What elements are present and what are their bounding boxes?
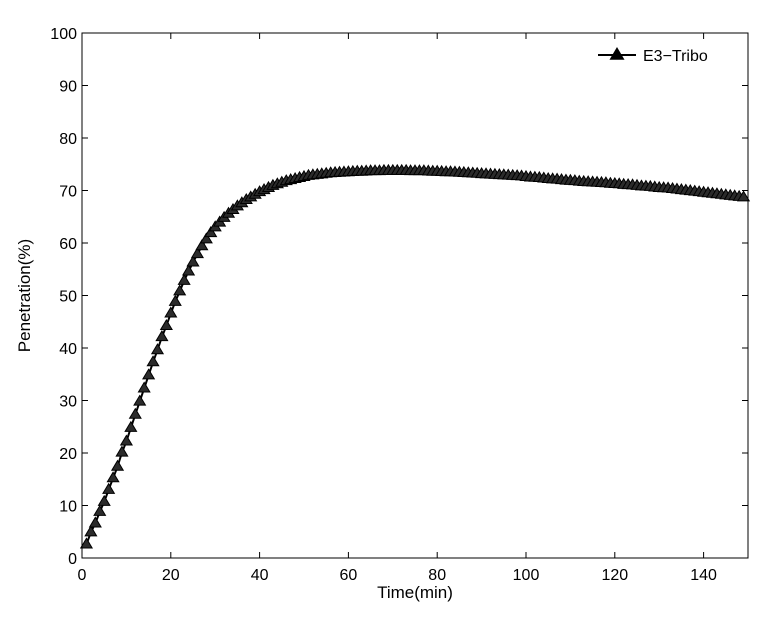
data-point-triangle	[79, 537, 94, 549]
y-axis-ticks: 0 10 20 30 40 50 60 70 80 90 100	[50, 26, 748, 568]
x-tick-label: 120	[601, 567, 628, 584]
data-point-triangle	[168, 294, 182, 306]
x-tick-label: 40	[251, 567, 269, 584]
data-point-triangle	[204, 226, 218, 238]
data-point-triangle	[119, 434, 133, 446]
data-point-triangle	[124, 420, 138, 432]
data-point-triangle	[190, 247, 205, 259]
x-tick-label: 100	[513, 567, 540, 584]
x-tick-label: 0	[78, 567, 87, 584]
x-axis-ticks: 0 20 40 60 80 100 120 140	[78, 33, 717, 584]
data-point-triangle	[97, 494, 111, 506]
data-point-triangle	[159, 318, 173, 331]
x-tick-label: 60	[340, 567, 358, 584]
legend-label: E3−Tribo	[643, 48, 708, 65]
data-point-triangle	[84, 525, 98, 537]
data-point-triangle	[106, 471, 120, 483]
data-point-triangle	[102, 482, 116, 494]
data-point-triangle	[137, 381, 151, 393]
data-point-triangle	[115, 445, 129, 457]
data-point-triangle	[155, 329, 169, 342]
data-point-triangle	[150, 343, 165, 355]
data-point-triangle	[199, 232, 213, 244]
x-axis-label: Time(min)	[377, 583, 453, 602]
y-tick-label: 10	[59, 499, 77, 516]
legend: E3−Tribo	[588, 41, 738, 69]
y-tick-label: 0	[68, 551, 77, 568]
y-tick-label: 70	[59, 184, 77, 201]
data-point-triangle	[133, 394, 147, 406]
x-tick-label: 80	[428, 567, 446, 584]
data-point-triangle	[164, 306, 178, 318]
data-point-triangle	[142, 368, 156, 380]
y-tick-label: 30	[59, 394, 77, 411]
axes-frame	[81, 32, 749, 559]
y-tick-label: 40	[59, 341, 77, 358]
y-tick-label: 60	[59, 236, 77, 253]
data-point-triangle	[195, 239, 209, 251]
data-point-triangle	[173, 284, 187, 296]
data-point-triangle	[186, 255, 200, 267]
y-tick-label: 90	[59, 79, 77, 96]
data-point-triangle	[181, 264, 196, 276]
y-tick-label: 20	[59, 446, 77, 463]
y-tick-label: 80	[59, 131, 77, 148]
y-axis-label: Penetration(%)	[15, 239, 34, 352]
data-point-triangle	[177, 273, 191, 285]
y-tick-label: 50	[59, 289, 77, 306]
x-tick-label: 20	[162, 567, 180, 584]
data-point-triangle	[736, 190, 751, 202]
data-point-triangle	[128, 407, 142, 419]
legend-triangle-marker	[609, 47, 625, 60]
data-point-triangle	[110, 459, 125, 471]
series-layer	[79, 163, 751, 549]
data-point-triangle	[93, 504, 107, 516]
data-point-triangle	[88, 516, 102, 528]
data-point-triangle	[146, 355, 160, 367]
x-tick-label: 140	[690, 567, 717, 584]
y-tick-label: 100	[50, 26, 77, 43]
